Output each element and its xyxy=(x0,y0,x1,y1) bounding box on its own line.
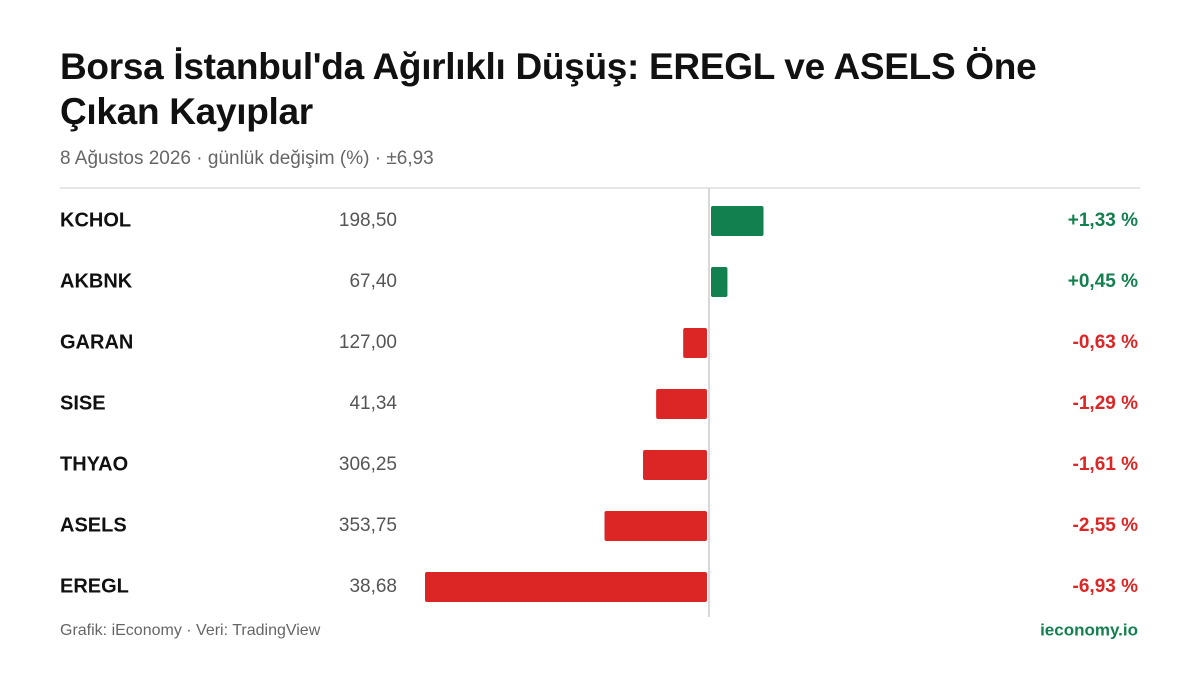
bar xyxy=(604,511,707,541)
value-label: -0,63 % xyxy=(1073,332,1139,353)
value-label: -2,55 % xyxy=(1073,515,1139,536)
bar xyxy=(711,267,728,297)
value-label: -1,29 % xyxy=(1073,393,1139,414)
bar xyxy=(656,389,707,419)
brand: ieconomy.io xyxy=(1040,620,1138,639)
bar xyxy=(425,572,707,602)
price: 41,34 xyxy=(349,393,397,414)
value-label: +0,45 % xyxy=(1068,271,1138,292)
bar xyxy=(683,328,707,358)
ticker: SISE xyxy=(60,392,106,414)
price: 38,68 xyxy=(349,576,397,597)
price: 127,00 xyxy=(339,332,397,353)
ticker: ASELS xyxy=(60,514,127,536)
price: 198,50 xyxy=(339,210,397,231)
ticker: KCHOL xyxy=(60,209,131,231)
chart-title: Borsa İstanbul'da Ağırlıklı Düşüş: EREGL… xyxy=(60,46,1037,132)
bar xyxy=(711,206,764,236)
price: 306,25 xyxy=(339,454,397,475)
ticker: GARAN xyxy=(60,331,133,353)
value-label: -1,61 % xyxy=(1073,454,1139,475)
price: 353,75 xyxy=(339,515,397,536)
value-label: -6,93 % xyxy=(1073,576,1139,597)
subtitle: 8 Ağustos 2026 · günlük değişim (%) · ±6… xyxy=(60,148,434,169)
bar xyxy=(643,450,707,480)
value-label: +1,33 % xyxy=(1068,210,1138,231)
price: 67,40 xyxy=(349,271,397,292)
ticker: EREGL xyxy=(60,575,129,597)
ticker: AKBNK xyxy=(60,270,133,292)
ticker: THYAO xyxy=(60,453,128,475)
source: Grafik: iEconomy · Veri: TradingView xyxy=(60,622,321,639)
